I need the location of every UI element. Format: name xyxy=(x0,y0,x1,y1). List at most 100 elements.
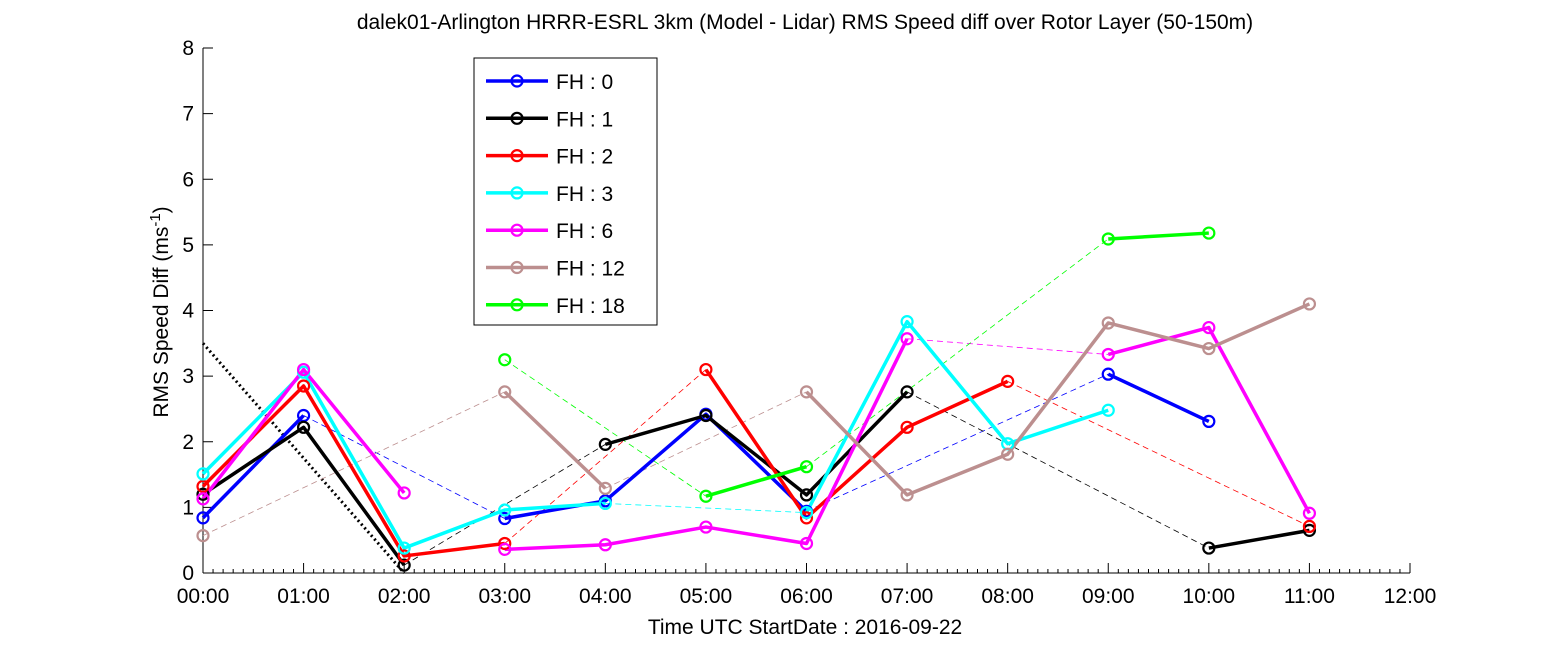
y-axis-label: RMS Speed Diff (ms-1) xyxy=(147,206,173,417)
series-line xyxy=(705,465,807,498)
x-axis-ticks: 00:00 01:00 02:00 03:00 04:00 05:00 06:00 07:00… xyxy=(177,563,1437,608)
data-point xyxy=(397,541,411,555)
series-gap-link xyxy=(605,503,807,514)
plot-area xyxy=(196,226,1317,574)
x-tick-label: 05:00 xyxy=(680,585,733,608)
data-point xyxy=(498,511,512,526)
data-point xyxy=(296,379,311,393)
y-tick-label: 7 xyxy=(182,103,194,126)
data-point xyxy=(1202,320,1216,335)
legend-swatch-marker xyxy=(510,186,524,200)
data-point xyxy=(498,353,512,367)
series-line xyxy=(1107,325,1311,515)
series-gap-link xyxy=(504,359,707,497)
y-tick-label: 4 xyxy=(182,300,194,323)
data-point xyxy=(397,558,411,572)
data-point xyxy=(1001,374,1015,388)
data-point xyxy=(296,420,311,434)
data-point xyxy=(498,536,512,551)
data-point xyxy=(1101,367,1115,381)
legend-swatch-marker xyxy=(510,111,524,125)
data-point xyxy=(1302,297,1317,311)
series-gap-link xyxy=(806,238,1109,468)
data-point xyxy=(799,536,814,551)
x-tick-label: 00:00 xyxy=(177,585,230,608)
x-tick-label: 01:00 xyxy=(277,585,330,608)
data-point xyxy=(196,479,210,493)
series-line xyxy=(504,337,909,552)
x-tick-label: 08:00 xyxy=(981,585,1034,608)
series-line xyxy=(704,368,1009,520)
legend-label: FH : 12 xyxy=(556,258,625,281)
legend-label: FH : 6 xyxy=(556,220,613,243)
data-point xyxy=(900,385,914,399)
data-point xyxy=(1302,506,1317,520)
series-line xyxy=(201,414,305,520)
data-point xyxy=(397,549,411,563)
data-point xyxy=(1202,541,1216,555)
series-line xyxy=(804,319,1109,514)
series-gap-link xyxy=(605,391,807,489)
data-point xyxy=(1302,519,1317,534)
series-gap-link xyxy=(504,369,707,544)
data-point xyxy=(598,481,612,495)
data-point xyxy=(799,385,814,399)
y-tick-label: 3 xyxy=(182,365,194,388)
y-tick-label: 8 xyxy=(182,37,194,60)
series-line xyxy=(503,390,607,490)
y-tick-label: 1 xyxy=(182,496,194,519)
data-point xyxy=(1101,232,1115,246)
y-tick-label: 0 xyxy=(182,562,194,585)
legend-swatch-marker xyxy=(510,223,524,237)
series-line xyxy=(805,302,1311,497)
data-point xyxy=(598,496,612,511)
series-gap-link xyxy=(907,338,1109,355)
x-tick-label: 12:00 xyxy=(1384,585,1437,608)
data-point xyxy=(1302,523,1317,537)
data-point xyxy=(196,511,210,525)
data-point xyxy=(699,489,713,503)
data-point xyxy=(900,420,914,434)
data-point xyxy=(498,385,512,399)
legend-label: FH : 18 xyxy=(556,295,625,318)
legend: FH : 0 FH : 1 FH : 2 FH : 3 FH : 6 FH : 12 FH … xyxy=(473,57,658,326)
data-point xyxy=(196,492,210,506)
x-tick-label: 04:00 xyxy=(579,585,632,608)
series-line xyxy=(1108,231,1209,241)
series-line xyxy=(1208,528,1310,550)
data-point xyxy=(900,315,914,329)
legend-swatch-marker xyxy=(510,74,524,88)
data-point xyxy=(900,332,914,346)
data-point xyxy=(1202,226,1216,240)
y-tick-label: 6 xyxy=(182,168,194,191)
x-tick-label: 11:00 xyxy=(1284,585,1335,608)
data-point xyxy=(900,488,914,502)
series-gap-link xyxy=(403,444,606,566)
data-point xyxy=(498,542,512,556)
x-tick-label: 07:00 xyxy=(881,585,934,608)
x-tick-label: 03:00 xyxy=(478,585,531,608)
data-point xyxy=(1101,316,1115,330)
data-point xyxy=(699,362,713,377)
series-line xyxy=(1107,372,1210,423)
reference-dotted-line xyxy=(201,342,406,574)
x-axis-label: Time UTC StartDate : 2016-09-22 xyxy=(648,616,962,639)
data-point xyxy=(196,528,210,543)
series-line xyxy=(201,370,606,550)
chart-title: dalek01-Arlington HRRR-ESRL 3km (Model -… xyxy=(357,11,1253,34)
legend-label: FH : 2 xyxy=(556,146,613,169)
data-point xyxy=(1202,414,1216,429)
series-gap-link xyxy=(806,373,1109,512)
series-line xyxy=(202,425,406,567)
legend-label: FH : 0 xyxy=(556,71,613,94)
x-tick-label: 10:00 xyxy=(1183,585,1236,608)
x-tick-label: 09:00 xyxy=(1082,585,1135,608)
legend-swatch-marker xyxy=(510,260,524,275)
data-point xyxy=(699,408,713,423)
series-line xyxy=(504,412,808,521)
data-point xyxy=(799,511,814,525)
y-tick-label: 5 xyxy=(182,234,194,257)
x-tick-label: 02:00 xyxy=(378,585,431,608)
y-tick-label: 2 xyxy=(182,431,194,454)
